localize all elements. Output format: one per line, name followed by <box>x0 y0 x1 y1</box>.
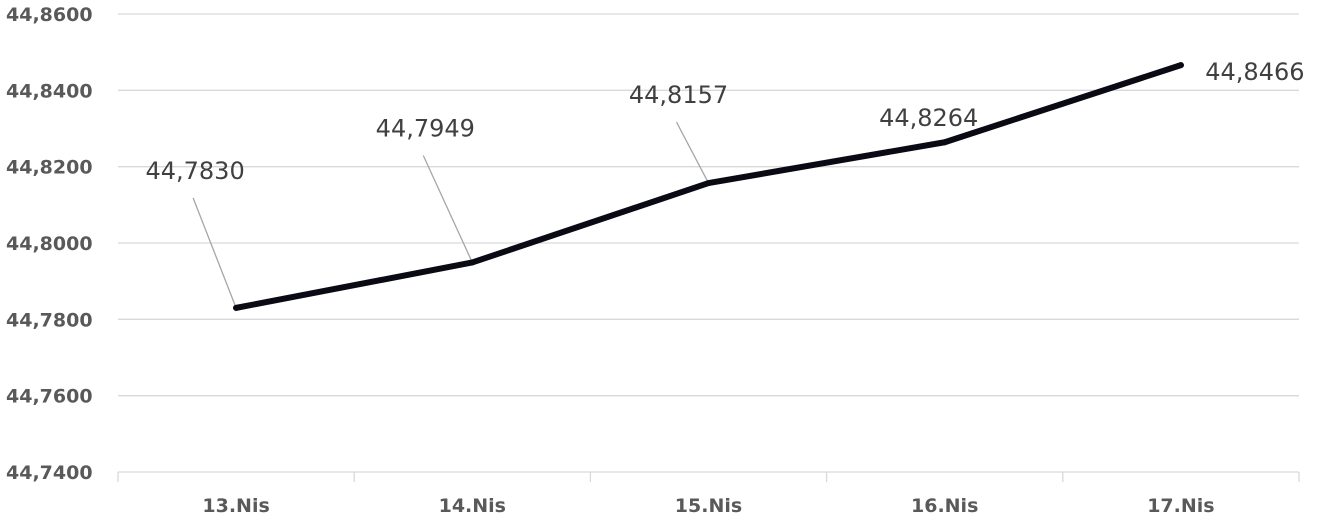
series-group <box>233 62 1184 311</box>
data-point <box>469 259 476 266</box>
data-label: 44,8157 <box>629 81 728 109</box>
data-label: 44,7830 <box>145 157 244 185</box>
x-tick-label: 16.Nis <box>911 495 978 517</box>
leader-line <box>675 121 710 184</box>
label-leader-lines <box>192 121 710 309</box>
y-tick-label: 44,8600 <box>6 4 93 26</box>
leader-line <box>422 155 473 263</box>
data-labels: 44,7830 44,7949 44,8157 44,8264 44,8466 <box>145 58 1304 185</box>
data-point <box>233 304 240 311</box>
data-label: 44,8466 <box>1205 58 1304 86</box>
y-tick-label: 44,7600 <box>6 386 93 408</box>
y-tick-label: 44,8000 <box>6 233 93 255</box>
x-tick-label: 17.Nis <box>1147 495 1214 517</box>
data-point <box>705 180 712 187</box>
data-point <box>941 139 948 146</box>
y-tick-label: 44,7800 <box>6 309 93 331</box>
x-tick-label: 14.Nis <box>439 495 506 517</box>
data-label: 44,8264 <box>879 104 978 132</box>
y-tick-label: 44,8400 <box>6 80 93 102</box>
y-axis: 44,7400 44,7600 44,7800 44,8000 44,8200 44,84… <box>6 4 93 484</box>
data-label: 44,7949 <box>376 114 475 142</box>
gridlines <box>118 13 1299 397</box>
y-tick-label: 44,7400 <box>6 462 93 484</box>
leader-line <box>192 197 237 309</box>
data-point <box>1177 62 1184 69</box>
x-tick-label: 15.Nis <box>675 495 742 517</box>
y-tick-label: 44,8200 <box>6 157 93 179</box>
x-tick-label: 13.Nis <box>202 495 269 517</box>
x-axis: 13.Nis 14.Nis 15.Nis 16.Nis 17.Nis <box>117 471 1300 517</box>
